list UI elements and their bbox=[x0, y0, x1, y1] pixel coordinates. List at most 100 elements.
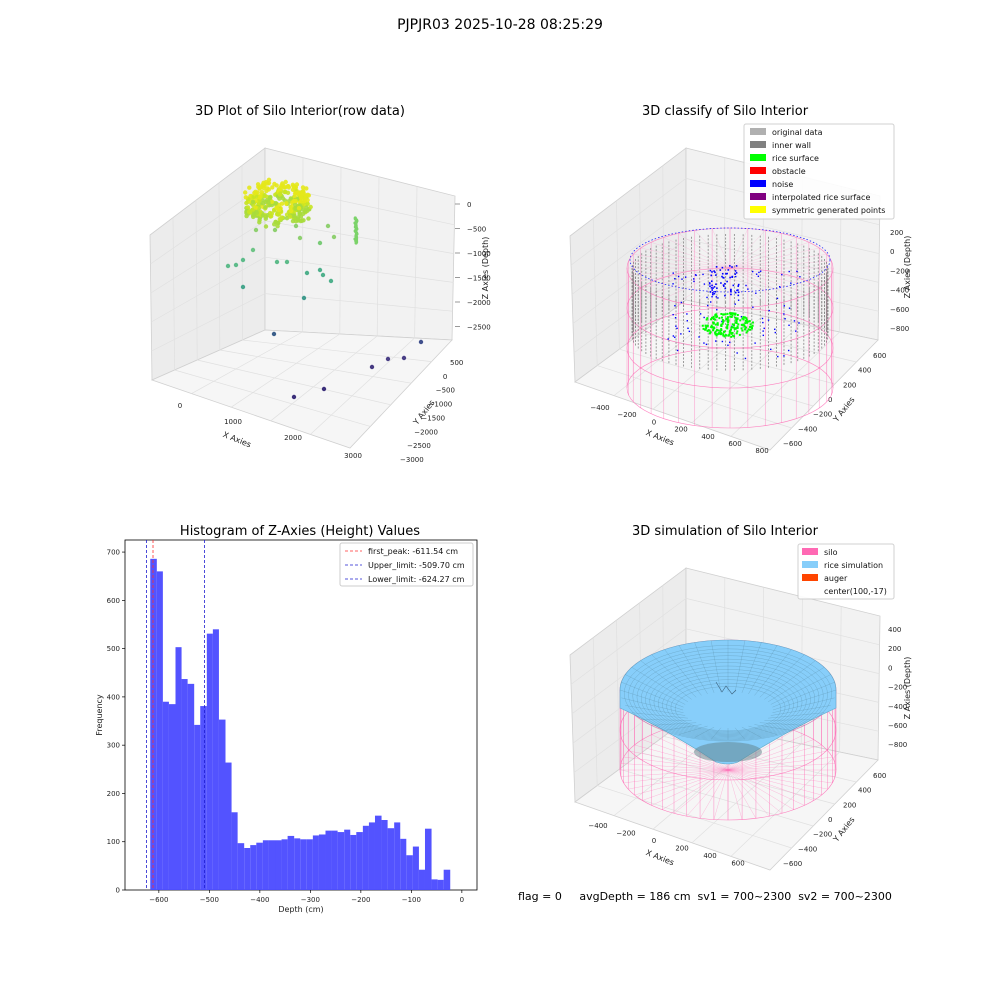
histogram-bar bbox=[294, 838, 301, 890]
rice-surface-point bbox=[714, 323, 717, 326]
noise-point bbox=[721, 272, 724, 275]
rice-surface-point bbox=[749, 323, 752, 326]
noise-point bbox=[783, 313, 785, 315]
histogram-bar bbox=[306, 839, 313, 890]
silo-wire-spoke bbox=[727, 744, 822, 771]
grid-line bbox=[571, 208, 687, 295]
rice-surface-point bbox=[720, 312, 723, 315]
noise-point bbox=[703, 316, 705, 319]
noise-point bbox=[672, 272, 674, 274]
silo-wire-spoke bbox=[727, 769, 833, 784]
silo-wire-spoke bbox=[620, 769, 729, 777]
noise-point bbox=[779, 285, 781, 288]
noise-point bbox=[767, 319, 770, 321]
y-tick-label: 600 bbox=[873, 352, 886, 360]
grid-line bbox=[219, 349, 412, 384]
noise-point bbox=[737, 289, 739, 291]
raw-point bbox=[301, 218, 306, 223]
legend-label: silo bbox=[824, 548, 838, 557]
silo-wire-spoke bbox=[673, 769, 729, 814]
histogram-bar bbox=[418, 869, 425, 890]
raw-point bbox=[306, 216, 311, 221]
noise-point bbox=[783, 305, 785, 307]
silo-wire-spoke bbox=[729, 267, 832, 276]
noise-point bbox=[732, 284, 735, 287]
noise-point bbox=[702, 273, 704, 276]
silo-wire-spoke bbox=[678, 267, 731, 303]
raw-point bbox=[263, 205, 268, 210]
legend-swatch bbox=[750, 128, 766, 135]
rice-surface-point bbox=[703, 328, 706, 331]
raw-point bbox=[275, 224, 280, 229]
histogram-bar bbox=[212, 629, 219, 890]
rice-mesh-line bbox=[678, 725, 708, 735]
histogram-bar bbox=[187, 683, 195, 890]
histogram-bar bbox=[256, 842, 263, 890]
noise-point bbox=[737, 283, 740, 286]
y-tick-label: −1500 bbox=[421, 414, 445, 422]
y-tick-label: 400 bbox=[107, 693, 120, 701]
noise-point bbox=[721, 340, 724, 343]
noise-point bbox=[715, 274, 717, 276]
x-tick-label: 0 bbox=[178, 402, 182, 410]
rice-mesh-line bbox=[678, 645, 708, 695]
noise-point bbox=[726, 272, 728, 275]
y-tick-label: 200 bbox=[107, 790, 120, 798]
histogram-bar bbox=[325, 830, 332, 890]
raw-point bbox=[369, 364, 375, 370]
raw-point bbox=[273, 201, 278, 206]
grid-line bbox=[573, 269, 687, 354]
noise-point bbox=[735, 275, 737, 278]
noise-point bbox=[763, 327, 765, 330]
y-tick-label: 400 bbox=[858, 367, 871, 375]
rice-surface-point bbox=[726, 319, 729, 322]
x-tick-label: 200 bbox=[674, 426, 687, 434]
rice-surface-point bbox=[743, 325, 746, 328]
grid-line bbox=[270, 335, 378, 422]
y-tick-label: 500 bbox=[450, 359, 463, 367]
grid-line bbox=[218, 182, 221, 351]
raw-point bbox=[328, 278, 334, 284]
rice-mesh-line bbox=[759, 654, 805, 698]
raw-point bbox=[257, 217, 262, 223]
x-tick-label: −200 bbox=[616, 830, 635, 838]
noise-point bbox=[740, 315, 743, 318]
rice-surface-point bbox=[731, 334, 734, 337]
histogram-bar bbox=[206, 633, 213, 890]
noise-point bbox=[703, 342, 705, 344]
silo-wire-spoke bbox=[729, 233, 782, 269]
rice-surface-point bbox=[719, 330, 722, 333]
rice-surface-point bbox=[721, 318, 724, 321]
rice-surface-point bbox=[705, 325, 708, 328]
noise-point bbox=[781, 273, 783, 276]
rice-surface-point bbox=[749, 325, 752, 328]
raw-point bbox=[225, 263, 231, 269]
noise-point bbox=[686, 313, 688, 315]
histogram-bar bbox=[331, 830, 338, 890]
panel3-histogram: −600 −500 −400 −300 −200 −100 0 0 100 200 300 400 50… bbox=[95, 539, 478, 914]
raw-point bbox=[272, 227, 278, 233]
raw-point bbox=[253, 205, 258, 210]
noise-point bbox=[703, 283, 706, 285]
noise-point bbox=[759, 270, 762, 272]
noise-point bbox=[674, 317, 677, 319]
noise-point bbox=[770, 348, 772, 351]
raw-point bbox=[302, 209, 307, 214]
raw-point bbox=[286, 185, 292, 190]
silo-wire-spoke bbox=[727, 769, 770, 817]
rice-surface-point bbox=[720, 328, 723, 331]
noise-point bbox=[710, 287, 713, 289]
legend-swatch bbox=[750, 206, 766, 213]
grid-line bbox=[195, 200, 198, 361]
z-tick-label: −600 bbox=[890, 306, 909, 314]
noise-point bbox=[716, 287, 718, 290]
raw-point bbox=[247, 185, 252, 190]
y-tick-label: 0 bbox=[443, 373, 447, 381]
noise-point bbox=[788, 324, 790, 326]
silo-wire-spoke bbox=[651, 769, 729, 806]
noise-point bbox=[693, 280, 695, 283]
x-tick-label: 0 bbox=[652, 418, 656, 426]
raw-point bbox=[262, 192, 267, 198]
grid-line bbox=[264, 293, 453, 312]
